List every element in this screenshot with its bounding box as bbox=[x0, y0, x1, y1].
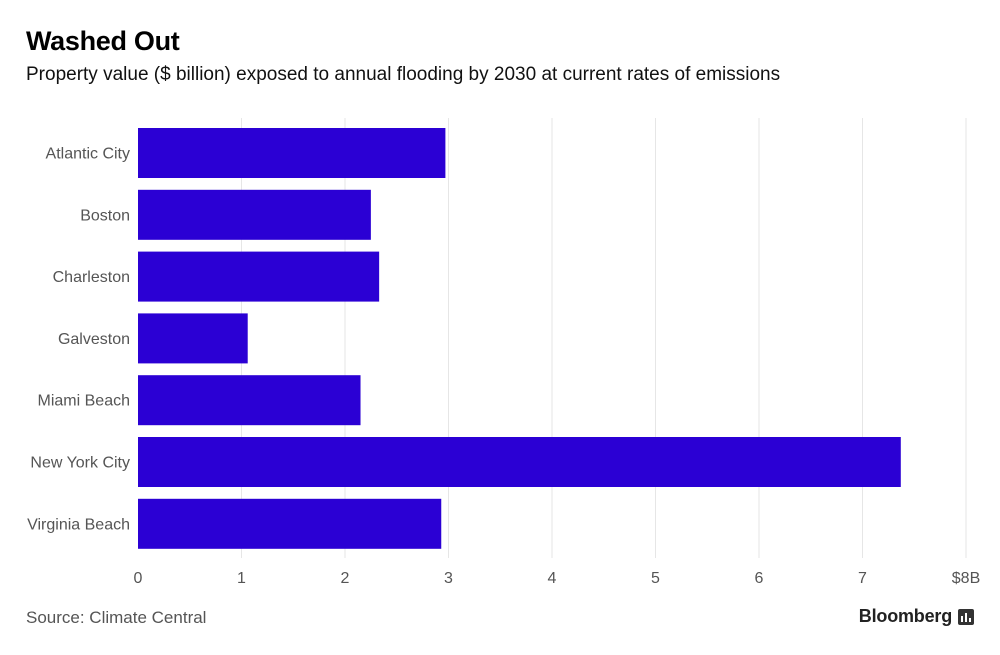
bar bbox=[138, 189, 371, 240]
chart-subtitle: Property value ($ billion) exposed to an… bbox=[26, 64, 781, 85]
source-note: Source: Climate Central bbox=[26, 608, 207, 627]
category-label: Galveston bbox=[58, 331, 130, 348]
brand-logo: Bloomberg bbox=[859, 606, 974, 627]
x-tick-label: 5 bbox=[651, 570, 660, 587]
category-label: Miami Beach bbox=[38, 393, 130, 410]
x-tick-label: 2 bbox=[341, 570, 350, 587]
bloomberg-chart-icon bbox=[958, 608, 974, 625]
chart-title: Washed Out bbox=[26, 26, 180, 56]
x-tick-label: 0 bbox=[134, 570, 143, 587]
bar bbox=[138, 313, 248, 364]
x-tick-label: 1 bbox=[237, 570, 246, 587]
category-label: Charleston bbox=[53, 269, 130, 286]
category-label: Atlantic City bbox=[46, 146, 130, 163]
bar bbox=[138, 437, 901, 487]
category-label: Boston bbox=[80, 207, 130, 224]
x-tick-label: $8B bbox=[952, 570, 980, 587]
bar bbox=[138, 498, 442, 549]
category-label: New York City bbox=[30, 455, 130, 472]
x-tick-labels: 0 1 2 3 4 5 6 7 $8B bbox=[134, 570, 981, 587]
brand-name: Bloomberg bbox=[858, 606, 952, 626]
x-tick-label: 6 bbox=[755, 570, 764, 587]
x-tick-label: 7 bbox=[858, 570, 867, 587]
bar bbox=[138, 251, 380, 302]
category-labels: Atlantic City Boston Charleston Galveston Mi… bbox=[27, 146, 130, 534]
bar bbox=[138, 375, 361, 426]
grid-lines bbox=[241, 118, 967, 558]
category-label: Virginia Beach bbox=[27, 516, 130, 533]
x-tick-label: 4 bbox=[548, 570, 557, 587]
bars bbox=[138, 128, 901, 549]
x-tick-label: 3 bbox=[444, 570, 453, 587]
bar bbox=[138, 128, 446, 178]
